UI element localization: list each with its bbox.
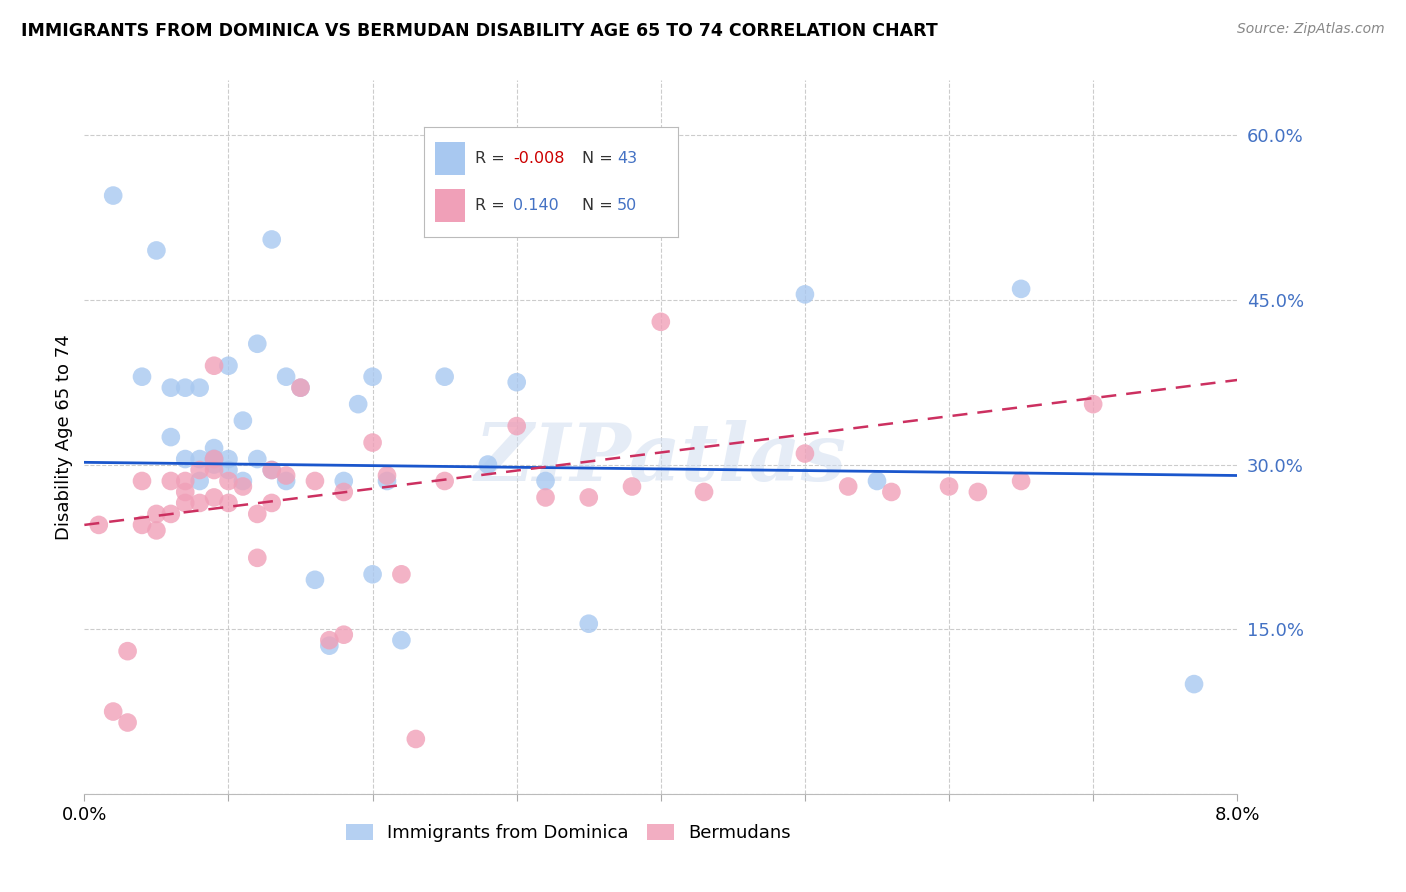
- Point: [938, 479, 960, 493]
- Point: [174, 474, 197, 488]
- Point: [246, 507, 269, 521]
- Point: [87, 517, 110, 532]
- Point: [578, 491, 600, 505]
- Text: Source: ZipAtlas.com: Source: ZipAtlas.com: [1237, 22, 1385, 37]
- Point: [866, 474, 889, 488]
- Point: [174, 496, 197, 510]
- Point: [290, 381, 312, 395]
- Point: [103, 188, 124, 202]
- Point: [160, 381, 183, 395]
- Point: [347, 397, 370, 411]
- Point: [202, 458, 225, 472]
- Point: [375, 468, 398, 483]
- Point: [232, 479, 254, 493]
- Point: [103, 705, 124, 719]
- Point: [361, 435, 384, 450]
- Point: [232, 474, 254, 488]
- Text: IMMIGRANTS FROM DOMINICA VS BERMUDAN DISABILITY AGE 65 TO 74 CORRELATION CHART: IMMIGRANTS FROM DOMINICA VS BERMUDAN DIS…: [21, 22, 938, 40]
- Point: [1010, 474, 1032, 488]
- Point: [188, 496, 211, 510]
- Point: [202, 463, 225, 477]
- Point: [290, 381, 312, 395]
- Point: [405, 731, 427, 746]
- Point: [391, 567, 413, 582]
- Point: [433, 369, 456, 384]
- Point: [202, 452, 225, 467]
- Point: [794, 446, 817, 460]
- Point: [333, 628, 356, 642]
- Point: [160, 507, 183, 521]
- Point: [131, 369, 153, 384]
- Point: [188, 381, 211, 395]
- Point: [145, 507, 167, 521]
- Point: [202, 491, 225, 505]
- Point: [218, 463, 240, 477]
- Point: [174, 381, 197, 395]
- Point: [276, 474, 298, 488]
- Point: [202, 441, 225, 455]
- Point: [304, 474, 326, 488]
- Point: [188, 474, 211, 488]
- Point: [361, 369, 384, 384]
- Point: [333, 474, 356, 488]
- Point: [117, 644, 139, 658]
- Point: [534, 491, 557, 505]
- Point: [880, 485, 903, 500]
- Point: [276, 468, 298, 483]
- Point: [794, 287, 817, 301]
- Point: [693, 485, 716, 500]
- Point: [188, 463, 211, 477]
- Point: [232, 414, 254, 428]
- Text: ZIPatlas: ZIPatlas: [475, 420, 846, 497]
- Point: [202, 359, 225, 373]
- Point: [1010, 282, 1032, 296]
- Point: [837, 479, 859, 493]
- Point: [260, 463, 283, 477]
- Point: [145, 244, 167, 258]
- Point: [318, 633, 340, 648]
- Point: [260, 232, 283, 246]
- Point: [131, 517, 153, 532]
- Point: [333, 485, 356, 500]
- Legend: Immigrants from Dominica, Bermudans: Immigrants from Dominica, Bermudans: [339, 816, 799, 849]
- Point: [260, 463, 283, 477]
- Point: [318, 639, 340, 653]
- Point: [145, 524, 167, 538]
- Point: [202, 452, 225, 467]
- Point: [246, 336, 269, 351]
- Point: [276, 369, 298, 384]
- Point: [477, 458, 499, 472]
- Point: [304, 573, 326, 587]
- Point: [131, 474, 153, 488]
- Point: [174, 452, 197, 467]
- Point: [391, 633, 413, 648]
- Point: [246, 452, 269, 467]
- Point: [246, 550, 269, 565]
- Point: [160, 430, 183, 444]
- Y-axis label: Disability Age 65 to 74: Disability Age 65 to 74: [55, 334, 73, 540]
- Point: [174, 485, 197, 500]
- Point: [218, 496, 240, 510]
- Point: [188, 452, 211, 467]
- Point: [506, 375, 529, 389]
- Point: [160, 474, 183, 488]
- Point: [506, 419, 529, 434]
- Point: [650, 315, 672, 329]
- Point: [375, 474, 398, 488]
- Point: [967, 485, 990, 500]
- Point: [218, 474, 240, 488]
- Point: [578, 616, 600, 631]
- Point: [218, 452, 240, 467]
- Point: [1182, 677, 1205, 691]
- Point: [534, 474, 557, 488]
- Point: [621, 479, 644, 493]
- Point: [260, 496, 283, 510]
- Point: [202, 452, 225, 467]
- Point: [361, 567, 384, 582]
- Point: [218, 359, 240, 373]
- Point: [433, 474, 456, 488]
- Point: [1083, 397, 1105, 411]
- Point: [117, 715, 139, 730]
